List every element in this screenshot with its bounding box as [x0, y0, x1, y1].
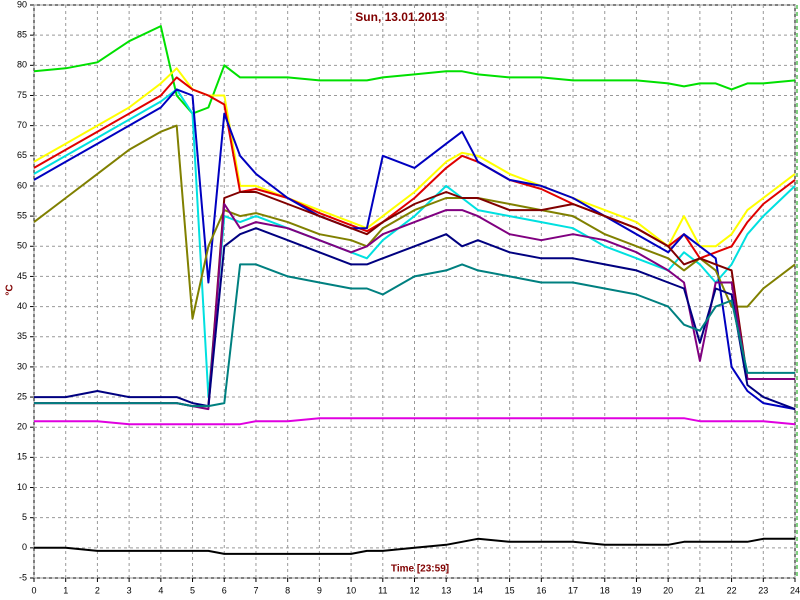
x-tick-label: 4	[158, 585, 163, 595]
lines	[33, 25, 796, 555]
x-tick-label: 6	[222, 585, 227, 595]
series-line	[34, 227, 796, 411]
x-tick-label: 5	[190, 585, 195, 595]
y-tick-label: 65	[17, 150, 27, 160]
x-tick-label: 10	[346, 585, 356, 595]
chart-title: Sun, 13.01.2013	[355, 10, 445, 24]
x-tick-label: 16	[536, 585, 546, 595]
y-tick-label: 25	[17, 391, 27, 401]
x-tick-label: 3	[127, 585, 132, 595]
y-tick-label: 90	[17, 0, 27, 9]
y-tick-label: 15	[17, 452, 27, 462]
y-tick-label: -5	[19, 572, 27, 582]
y-tick-label: 75	[17, 90, 27, 100]
series-line	[34, 263, 795, 408]
x-tick-label: 18	[600, 585, 610, 595]
y-tick-label: 30	[17, 361, 27, 371]
x-tick-label: 19	[631, 585, 641, 595]
y-tick-label: 70	[17, 120, 27, 130]
y-tick-label: 5	[22, 512, 27, 522]
x-tick-label: 13	[441, 585, 451, 595]
y-axis-label: °C	[5, 284, 16, 295]
x-tick-label: 0	[31, 585, 36, 595]
y-tick-label: 40	[17, 301, 27, 311]
series-line	[34, 537, 795, 555]
y-tick-label: 60	[17, 180, 27, 190]
x-tick-label: 8	[285, 585, 290, 595]
y-tick-label: 80	[17, 60, 27, 70]
series-line	[33, 124, 796, 320]
x-tick-label: 12	[409, 585, 419, 595]
x-tick-label: 14	[473, 585, 483, 595]
y-tick-label: 85	[17, 30, 27, 40]
y-tick-label: 10	[17, 482, 27, 492]
x-tick-label: 2	[95, 585, 100, 595]
x-tick-label: 22	[727, 585, 737, 595]
y-tick-label: 50	[17, 241, 27, 251]
series-line	[33, 67, 796, 248]
y-tick-label: 55	[17, 210, 27, 220]
y-tick-label: 20	[17, 422, 27, 432]
y-tick-label: 45	[17, 271, 27, 281]
x-axis-label: Time [23:59]	[391, 564, 449, 575]
x-tick-label: 23	[758, 585, 768, 595]
series-line	[33, 25, 796, 115]
x-tick-label: 1	[63, 585, 68, 595]
x-tick-label: 24	[790, 585, 800, 595]
series-line	[33, 88, 796, 411]
y-tick-label: 35	[17, 331, 27, 341]
x-tick-label: 21	[695, 585, 705, 595]
x-tick-label: 9	[317, 585, 322, 595]
x-tick-label: 11	[378, 585, 387, 595]
x-tick-label: 20	[663, 585, 673, 595]
y-tick-label: 0	[22, 542, 27, 552]
x-tick-label: 17	[568, 585, 578, 595]
series-line	[33, 76, 796, 260]
x-tick-label: 15	[505, 585, 515, 595]
series-line	[34, 417, 796, 426]
x-tick-label: 7	[253, 585, 258, 595]
